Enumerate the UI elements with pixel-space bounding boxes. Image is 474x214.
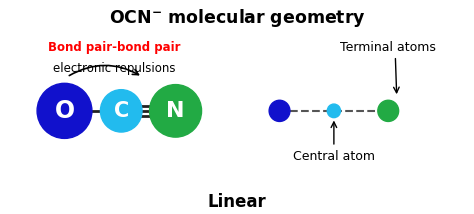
Ellipse shape: [100, 90, 142, 132]
Text: Linear: Linear: [208, 193, 266, 211]
Ellipse shape: [378, 100, 399, 122]
Text: $\mathbf{OCN^{-}}$$\mathbf{\ molecular\ geometry}$: $\mathbf{OCN^{-}}$$\mathbf{\ molecular\ …: [109, 7, 365, 29]
Ellipse shape: [150, 85, 201, 137]
Text: Terminal atoms: Terminal atoms: [340, 41, 436, 54]
Text: O: O: [55, 99, 74, 123]
Ellipse shape: [37, 83, 92, 138]
Text: electronic repulsions: electronic repulsions: [53, 62, 175, 75]
Text: Bond pair-bond pair: Bond pair-bond pair: [48, 41, 181, 54]
Text: N: N: [166, 101, 185, 121]
Ellipse shape: [327, 104, 340, 118]
Text: Central atom: Central atom: [293, 150, 375, 163]
Text: C: C: [114, 101, 129, 121]
Ellipse shape: [269, 100, 290, 122]
